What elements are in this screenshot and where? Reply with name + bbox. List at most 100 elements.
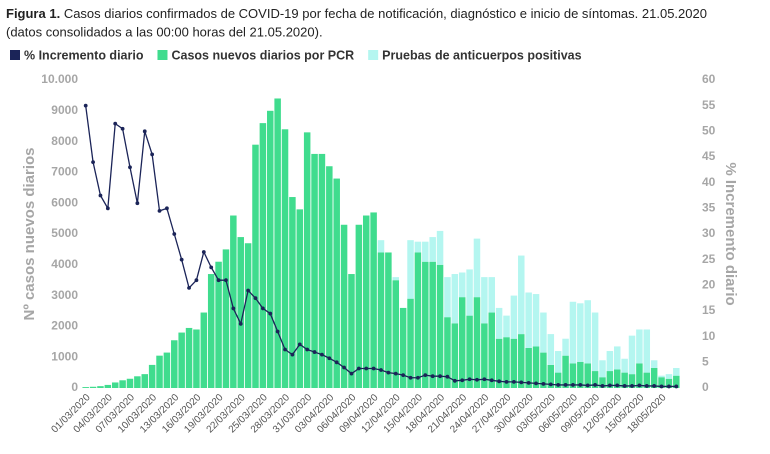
line-marker bbox=[615, 383, 620, 388]
line-marker bbox=[275, 329, 280, 334]
line-marker bbox=[630, 384, 634, 388]
line-marker bbox=[342, 365, 346, 370]
line-marker bbox=[489, 378, 494, 383]
bar bbox=[362, 215, 370, 388]
bar bbox=[628, 335, 636, 375]
line-marker bbox=[356, 366, 361, 371]
y2-tick-label: 50 bbox=[702, 124, 716, 138]
y2-tick-label: 30 bbox=[702, 226, 716, 240]
bar bbox=[377, 240, 385, 253]
line-marker bbox=[113, 121, 118, 126]
bar bbox=[584, 363, 591, 388]
title-text: Casos diarios confirmados de COVID-19 po… bbox=[64, 6, 707, 21]
bar bbox=[355, 224, 363, 388]
line-marker bbox=[172, 232, 177, 236]
bar bbox=[495, 307, 503, 339]
line-marker bbox=[105, 206, 110, 211]
line-marker bbox=[652, 384, 657, 388]
line-marker bbox=[408, 375, 413, 380]
y2-tick-label: 55 bbox=[702, 98, 716, 112]
line-marker bbox=[157, 209, 162, 213]
bar bbox=[422, 261, 429, 388]
bar bbox=[584, 300, 591, 364]
bar bbox=[495, 338, 503, 388]
bar bbox=[613, 346, 621, 370]
line-marker bbox=[364, 366, 369, 371]
y-axis-label: Nº casos nuevos diarios bbox=[21, 147, 38, 320]
line-marker bbox=[511, 379, 516, 384]
bar bbox=[281, 129, 289, 388]
line-marker bbox=[320, 352, 324, 357]
line-marker bbox=[283, 347, 287, 352]
bar bbox=[673, 375, 680, 388]
bar bbox=[318, 153, 326, 388]
line-marker bbox=[260, 306, 265, 311]
line-marker bbox=[622, 384, 627, 388]
line-marker bbox=[607, 383, 612, 388]
line-marker bbox=[98, 193, 103, 198]
line-marker bbox=[165, 206, 169, 211]
bar bbox=[156, 355, 163, 388]
bar bbox=[407, 240, 414, 299]
y2-axis-label: % Incremento diario bbox=[722, 162, 739, 305]
bar bbox=[562, 355, 569, 388]
bar bbox=[119, 380, 126, 388]
line-marker bbox=[83, 103, 88, 108]
bar bbox=[407, 298, 414, 388]
y2-tick-label: 15 bbox=[702, 303, 716, 317]
y-tick-label: 4000 bbox=[51, 257, 78, 271]
y2-tick-label: 10 bbox=[702, 329, 716, 343]
bar bbox=[171, 340, 178, 388]
bar bbox=[97, 386, 104, 388]
bar bbox=[540, 312, 547, 353]
line-marker bbox=[504, 379, 509, 384]
bar bbox=[222, 249, 230, 388]
bar bbox=[481, 277, 488, 324]
bar bbox=[658, 377, 665, 388]
bar bbox=[215, 261, 222, 388]
bar bbox=[104, 384, 112, 388]
line-marker bbox=[91, 160, 95, 165]
bar bbox=[193, 329, 200, 388]
bar bbox=[540, 352, 547, 388]
bar bbox=[429, 261, 436, 388]
line-marker bbox=[667, 384, 671, 389]
bar bbox=[665, 378, 673, 388]
y-tick-label: 7000 bbox=[51, 165, 78, 179]
bar bbox=[311, 153, 318, 388]
line-marker bbox=[578, 383, 583, 387]
legend-label: Pruebas de anticuerpos positivas bbox=[382, 48, 581, 62]
y2-tick-label: 5 bbox=[702, 355, 709, 369]
line-marker bbox=[497, 379, 502, 384]
bar bbox=[554, 372, 562, 388]
bar bbox=[89, 386, 97, 388]
line-marker bbox=[305, 347, 310, 352]
bar bbox=[82, 387, 89, 388]
line-marker bbox=[541, 381, 546, 386]
bar bbox=[163, 352, 171, 388]
line-marker bbox=[593, 383, 597, 387]
line-marker bbox=[571, 383, 575, 387]
bar bbox=[473, 238, 481, 298]
bar bbox=[665, 374, 673, 379]
line-marker bbox=[179, 257, 184, 262]
y-tick-label: 3000 bbox=[51, 288, 78, 302]
bar bbox=[141, 374, 149, 388]
bar bbox=[289, 197, 296, 388]
bar bbox=[414, 252, 422, 388]
line-marker bbox=[150, 152, 155, 157]
line-marker bbox=[423, 373, 428, 378]
legend-swatch bbox=[368, 50, 379, 60]
y2-tick-label: 45 bbox=[702, 149, 716, 163]
bar bbox=[348, 274, 355, 388]
y2-tick-label: 25 bbox=[702, 252, 716, 266]
bar bbox=[451, 323, 459, 388]
bar bbox=[377, 252, 385, 388]
line-marker bbox=[327, 356, 332, 361]
bar bbox=[621, 358, 628, 373]
line-marker bbox=[290, 352, 295, 357]
y-tick-label: 6000 bbox=[51, 195, 78, 209]
bar bbox=[525, 347, 532, 388]
bar bbox=[503, 315, 510, 338]
